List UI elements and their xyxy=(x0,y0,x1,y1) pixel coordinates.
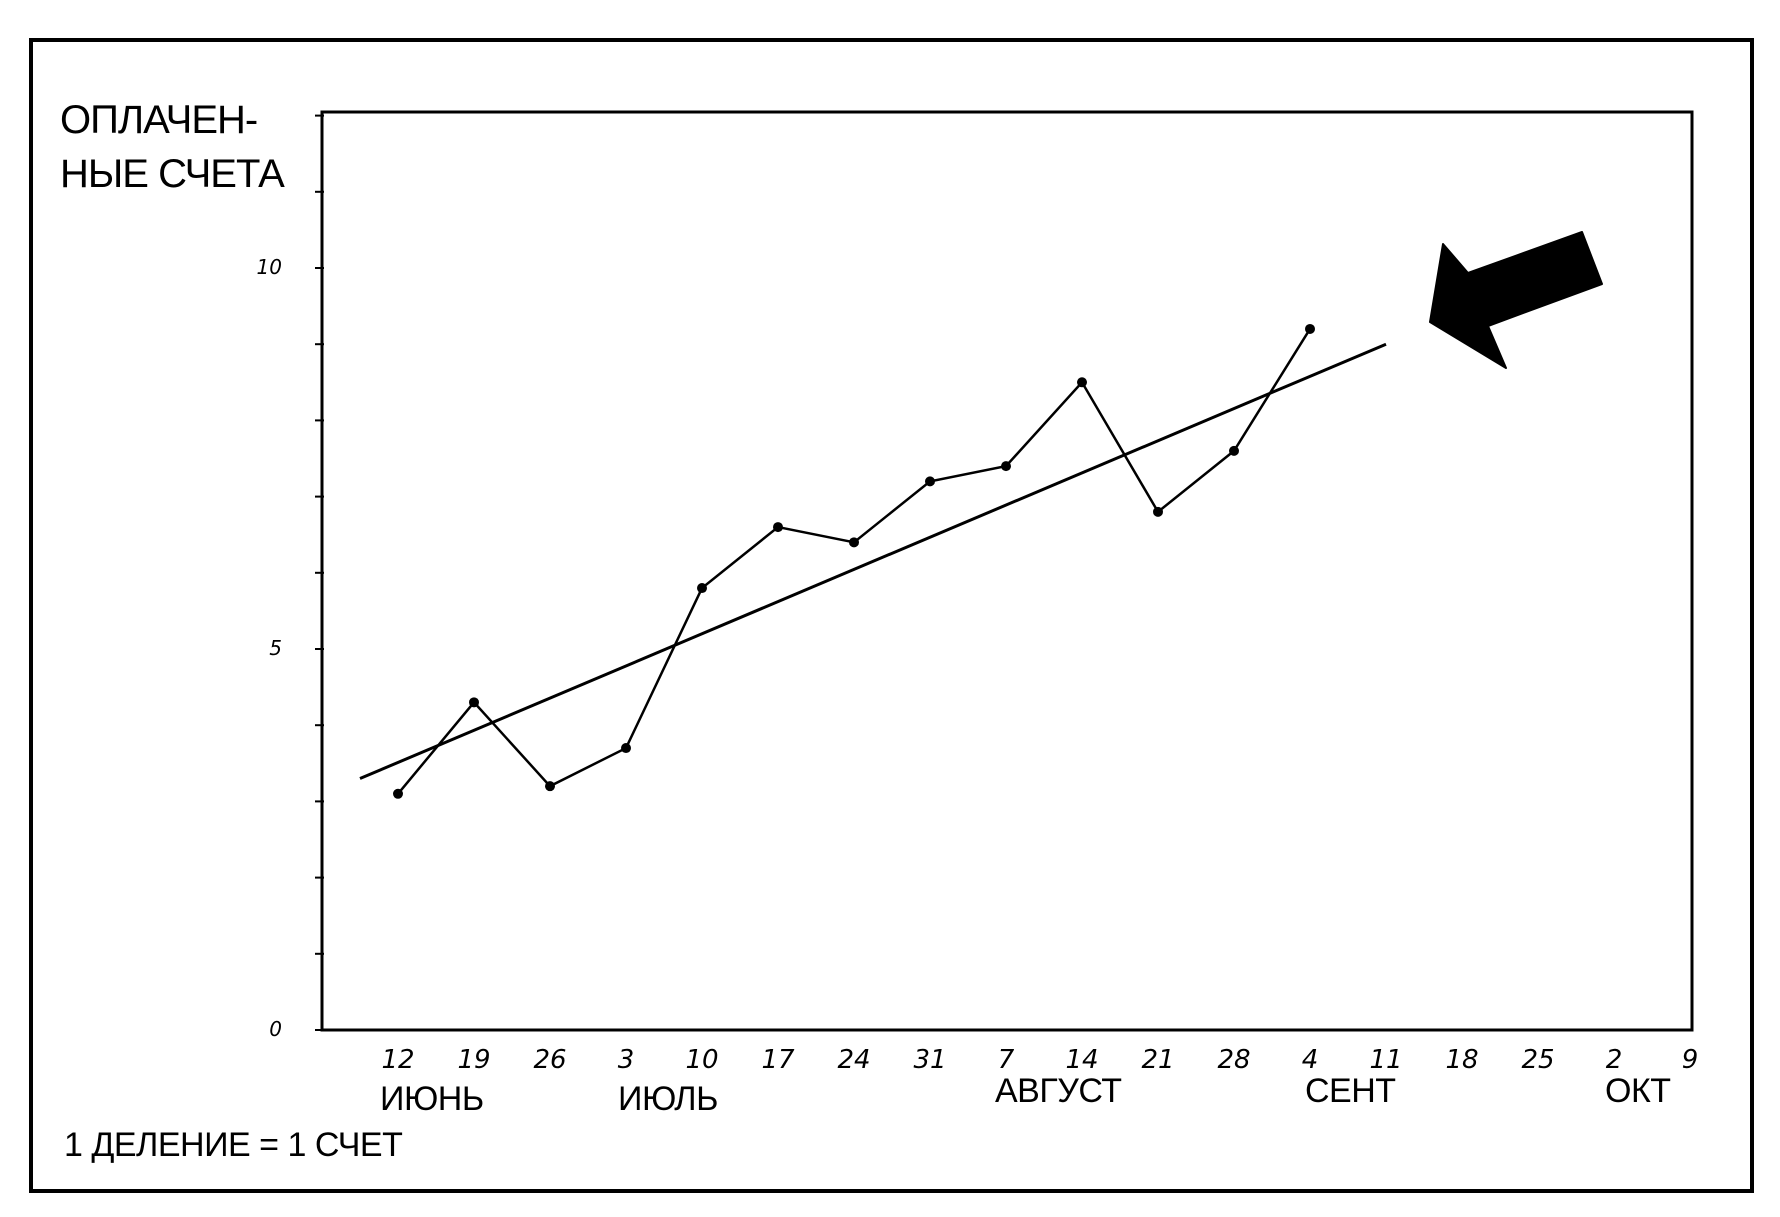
data-point xyxy=(849,537,859,548)
x-tick-label: 10 xyxy=(685,1045,718,1075)
x-tick-label: 31 xyxy=(913,1045,946,1075)
series-line xyxy=(397,328,1312,795)
x-tick-label: 14 xyxy=(1065,1045,1098,1075)
month-label: СЕНТ xyxy=(1305,1072,1396,1110)
trend-line xyxy=(359,342,1387,780)
x-tick-label: 12 xyxy=(381,1045,414,1075)
x-tick-label: 28 xyxy=(1217,1045,1250,1075)
x-tick-label: 7 xyxy=(998,1045,1015,1075)
x-tick-label: 21 xyxy=(1141,1045,1174,1075)
scale-footnote: 1 ДЕЛЕНИЕ = 1 СЧЕТ xyxy=(64,1126,403,1164)
month-label: ИЮЛЬ xyxy=(618,1080,718,1118)
x-tick-label: 9 xyxy=(1682,1045,1699,1075)
y-axis-label-line-1: ОПЛАЧЕН- xyxy=(60,98,258,142)
x-tick-label: 19 xyxy=(457,1045,490,1075)
data-point xyxy=(469,697,479,708)
month-label: АВГУСТ xyxy=(995,1072,1122,1110)
data-point xyxy=(621,743,631,754)
x-tick-label: 11 xyxy=(1369,1045,1402,1075)
x-tick-label: 25 xyxy=(1521,1045,1554,1075)
month-label: ОКТ xyxy=(1605,1072,1671,1110)
x-tick-label: 4 xyxy=(1302,1045,1319,1075)
x-tick-label: 24 xyxy=(837,1045,870,1075)
data-point xyxy=(1305,323,1315,334)
plot-area-border xyxy=(320,110,1694,1032)
data-point xyxy=(773,522,783,533)
data-point xyxy=(545,781,555,792)
data-point xyxy=(1229,445,1239,456)
x-tick-label: 26 xyxy=(533,1045,566,1075)
month-label: ИЮНЬ xyxy=(380,1080,484,1118)
data-point xyxy=(1077,377,1087,388)
data-point xyxy=(1153,506,1163,517)
chart-frame xyxy=(29,38,1754,1193)
x-tick-label: 17 xyxy=(761,1045,795,1075)
data-point xyxy=(1001,461,1011,472)
data-point xyxy=(393,788,403,799)
y-axis-label: ОПЛАЧЕН- НЫЕ СЧЕТА xyxy=(60,93,285,201)
data-point xyxy=(697,583,707,594)
y-axis-label-line-2: НЫЕ СЧЕТА xyxy=(60,152,285,196)
y-tick-label: 0 xyxy=(269,1017,282,1041)
x-tick-label: 2 xyxy=(1606,1045,1623,1075)
data-point xyxy=(925,476,935,487)
y-tick-label: 10 xyxy=(257,255,282,279)
arrow-icon xyxy=(1429,231,1603,369)
x-tick-label: 3 xyxy=(618,1045,635,1075)
y-tick-label: 5 xyxy=(269,636,282,660)
x-tick-label: 18 xyxy=(1445,1045,1478,1075)
